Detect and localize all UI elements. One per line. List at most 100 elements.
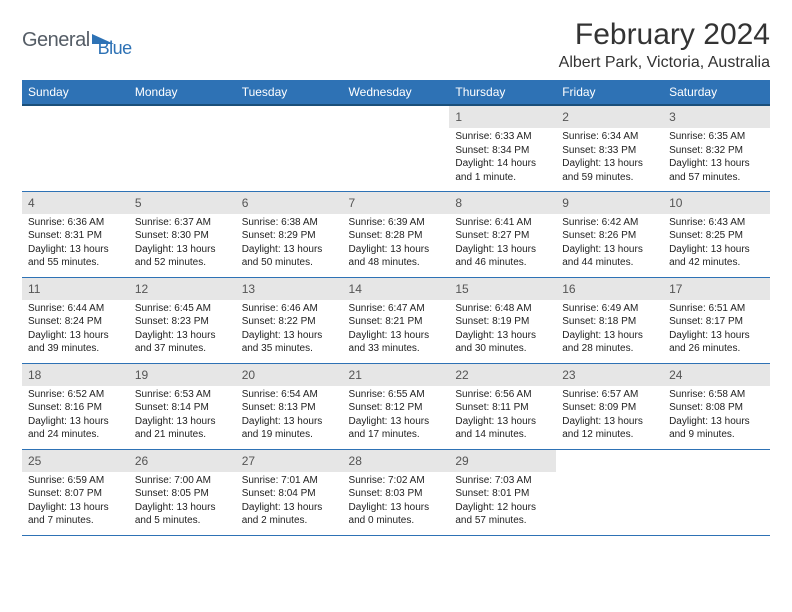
calendar-day-cell: 26Sunrise: 7:00 AMSunset: 8:05 PMDayligh… xyxy=(129,449,236,535)
day-detail-line: Sunrise: 6:43 AM xyxy=(669,216,764,230)
calendar-week-row: 11Sunrise: 6:44 AMSunset: 8:24 PMDayligh… xyxy=(22,277,770,363)
day-details: Sunrise: 7:01 AMSunset: 8:04 PMDaylight:… xyxy=(236,472,343,532)
day-detail-line: Daylight: 13 hours and 0 minutes. xyxy=(349,501,444,528)
day-number: 15 xyxy=(449,278,556,300)
calendar-day-cell: 23Sunrise: 6:57 AMSunset: 8:09 PMDayligh… xyxy=(556,363,663,449)
calendar-day-cell: 2Sunrise: 6:34 AMSunset: 8:33 PMDaylight… xyxy=(556,105,663,191)
day-detail-line: Sunset: 8:27 PM xyxy=(455,229,550,243)
day-number: 2 xyxy=(556,106,663,128)
day-detail-line: Daylight: 13 hours and 5 minutes. xyxy=(135,501,230,528)
day-detail-line: Daylight: 13 hours and 59 minutes. xyxy=(562,157,657,184)
calendar-day-cell: 16Sunrise: 6:49 AMSunset: 8:18 PMDayligh… xyxy=(556,277,663,363)
day-detail-line: Sunrise: 6:36 AM xyxy=(28,216,123,230)
day-details: Sunrise: 6:43 AMSunset: 8:25 PMDaylight:… xyxy=(663,214,770,274)
logo: General Blue xyxy=(22,22,132,59)
calendar-empty-cell xyxy=(663,449,770,535)
day-detail-line: Sunset: 8:34 PM xyxy=(455,144,550,158)
weekday-header: Thursday xyxy=(449,80,556,105)
day-detail-line: Daylight: 13 hours and 17 minutes. xyxy=(349,415,444,442)
day-details: Sunrise: 6:59 AMSunset: 8:07 PMDaylight:… xyxy=(22,472,129,532)
day-detail-line: Sunset: 8:23 PM xyxy=(135,315,230,329)
day-detail-line: Sunset: 8:17 PM xyxy=(669,315,764,329)
day-detail-line: Daylight: 13 hours and 24 minutes. xyxy=(28,415,123,442)
day-detail-line: Sunrise: 7:01 AM xyxy=(242,474,337,488)
day-details: Sunrise: 6:58 AMSunset: 8:08 PMDaylight:… xyxy=(663,386,770,446)
weekday-row: SundayMondayTuesdayWednesdayThursdayFrid… xyxy=(22,80,770,105)
day-detail-line: Sunrise: 6:51 AM xyxy=(669,302,764,316)
day-detail-line: Sunset: 8:05 PM xyxy=(135,487,230,501)
day-number: 4 xyxy=(22,192,129,214)
day-number: 28 xyxy=(343,450,450,472)
day-details: Sunrise: 6:37 AMSunset: 8:30 PMDaylight:… xyxy=(129,214,236,274)
day-detail-line: Sunset: 8:18 PM xyxy=(562,315,657,329)
day-number: 11 xyxy=(22,278,129,300)
calendar-week-row: 25Sunrise: 6:59 AMSunset: 8:07 PMDayligh… xyxy=(22,449,770,535)
calendar-day-cell: 24Sunrise: 6:58 AMSunset: 8:08 PMDayligh… xyxy=(663,363,770,449)
calendar-week-row: 1Sunrise: 6:33 AMSunset: 8:34 PMDaylight… xyxy=(22,105,770,191)
day-detail-line: Daylight: 13 hours and 57 minutes. xyxy=(669,157,764,184)
day-detail-line: Sunrise: 6:48 AM xyxy=(455,302,550,316)
day-detail-line: Daylight: 13 hours and 55 minutes. xyxy=(28,243,123,270)
day-details: Sunrise: 6:36 AMSunset: 8:31 PMDaylight:… xyxy=(22,214,129,274)
day-details: Sunrise: 6:55 AMSunset: 8:12 PMDaylight:… xyxy=(343,386,450,446)
day-detail-line: Daylight: 13 hours and 26 minutes. xyxy=(669,329,764,356)
calendar-day-cell: 17Sunrise: 6:51 AMSunset: 8:17 PMDayligh… xyxy=(663,277,770,363)
day-detail-line: Sunrise: 6:59 AM xyxy=(28,474,123,488)
weekday-header: Monday xyxy=(129,80,236,105)
day-detail-line: Sunrise: 7:02 AM xyxy=(349,474,444,488)
day-detail-line: Sunrise: 6:55 AM xyxy=(349,388,444,402)
day-number: 18 xyxy=(22,364,129,386)
calendar-empty-cell xyxy=(343,105,450,191)
day-number: 6 xyxy=(236,192,343,214)
day-detail-line: Daylight: 13 hours and 48 minutes. xyxy=(349,243,444,270)
day-detail-line: Daylight: 13 hours and 19 minutes. xyxy=(242,415,337,442)
day-details: Sunrise: 6:39 AMSunset: 8:28 PMDaylight:… xyxy=(343,214,450,274)
day-detail-line: Sunset: 8:14 PM xyxy=(135,401,230,415)
day-details: Sunrise: 6:44 AMSunset: 8:24 PMDaylight:… xyxy=(22,300,129,360)
day-detail-line: Sunset: 8:03 PM xyxy=(349,487,444,501)
calendar-day-cell: 22Sunrise: 6:56 AMSunset: 8:11 PMDayligh… xyxy=(449,363,556,449)
day-detail-line: Sunrise: 6:38 AM xyxy=(242,216,337,230)
day-details: Sunrise: 6:33 AMSunset: 8:34 PMDaylight:… xyxy=(449,128,556,188)
calendar-day-cell: 27Sunrise: 7:01 AMSunset: 8:04 PMDayligh… xyxy=(236,449,343,535)
day-detail-line: Sunset: 8:25 PM xyxy=(669,229,764,243)
day-detail-line: Sunset: 8:22 PM xyxy=(242,315,337,329)
day-detail-line: Daylight: 14 hours and 1 minute. xyxy=(455,157,550,184)
day-detail-line: Sunrise: 6:42 AM xyxy=(562,216,657,230)
calendar-day-cell: 19Sunrise: 6:53 AMSunset: 8:14 PMDayligh… xyxy=(129,363,236,449)
calendar-empty-cell xyxy=(129,105,236,191)
day-detail-line: Sunrise: 6:41 AM xyxy=(455,216,550,230)
day-details: Sunrise: 6:53 AMSunset: 8:14 PMDaylight:… xyxy=(129,386,236,446)
calendar-week-row: 4Sunrise: 6:36 AMSunset: 8:31 PMDaylight… xyxy=(22,191,770,277)
calendar-body: 1Sunrise: 6:33 AMSunset: 8:34 PMDaylight… xyxy=(22,105,770,535)
day-number: 7 xyxy=(343,192,450,214)
day-detail-line: Sunset: 8:29 PM xyxy=(242,229,337,243)
day-detail-line: Sunrise: 6:56 AM xyxy=(455,388,550,402)
day-details: Sunrise: 6:56 AMSunset: 8:11 PMDaylight:… xyxy=(449,386,556,446)
day-details: Sunrise: 6:52 AMSunset: 8:16 PMDaylight:… xyxy=(22,386,129,446)
day-number: 1 xyxy=(449,106,556,128)
month-title: February 2024 xyxy=(559,18,770,52)
day-details: Sunrise: 6:38 AMSunset: 8:29 PMDaylight:… xyxy=(236,214,343,274)
day-detail-line: Sunrise: 6:53 AM xyxy=(135,388,230,402)
day-detail-line: Sunset: 8:21 PM xyxy=(349,315,444,329)
weekday-header: Wednesday xyxy=(343,80,450,105)
day-details: Sunrise: 6:45 AMSunset: 8:23 PMDaylight:… xyxy=(129,300,236,360)
weekday-header: Friday xyxy=(556,80,663,105)
calendar-day-cell: 6Sunrise: 6:38 AMSunset: 8:29 PMDaylight… xyxy=(236,191,343,277)
day-details: Sunrise: 6:46 AMSunset: 8:22 PMDaylight:… xyxy=(236,300,343,360)
day-number: 24 xyxy=(663,364,770,386)
calendar-day-cell: 8Sunrise: 6:41 AMSunset: 8:27 PMDaylight… xyxy=(449,191,556,277)
day-detail-line: Sunset: 8:30 PM xyxy=(135,229,230,243)
day-detail-line: Daylight: 13 hours and 52 minutes. xyxy=(135,243,230,270)
day-detail-line: Sunset: 8:13 PM xyxy=(242,401,337,415)
header: General Blue February 2024 Albert Park, … xyxy=(22,18,770,72)
day-detail-line: Sunrise: 6:34 AM xyxy=(562,130,657,144)
day-detail-line: Sunset: 8:24 PM xyxy=(28,315,123,329)
day-detail-line: Sunrise: 7:03 AM xyxy=(455,474,550,488)
calendar-day-cell: 15Sunrise: 6:48 AMSunset: 8:19 PMDayligh… xyxy=(449,277,556,363)
calendar-day-cell: 10Sunrise: 6:43 AMSunset: 8:25 PMDayligh… xyxy=(663,191,770,277)
day-detail-line: Sunset: 8:09 PM xyxy=(562,401,657,415)
calendar-day-cell: 1Sunrise: 6:33 AMSunset: 8:34 PMDaylight… xyxy=(449,105,556,191)
calendar-empty-cell xyxy=(236,105,343,191)
